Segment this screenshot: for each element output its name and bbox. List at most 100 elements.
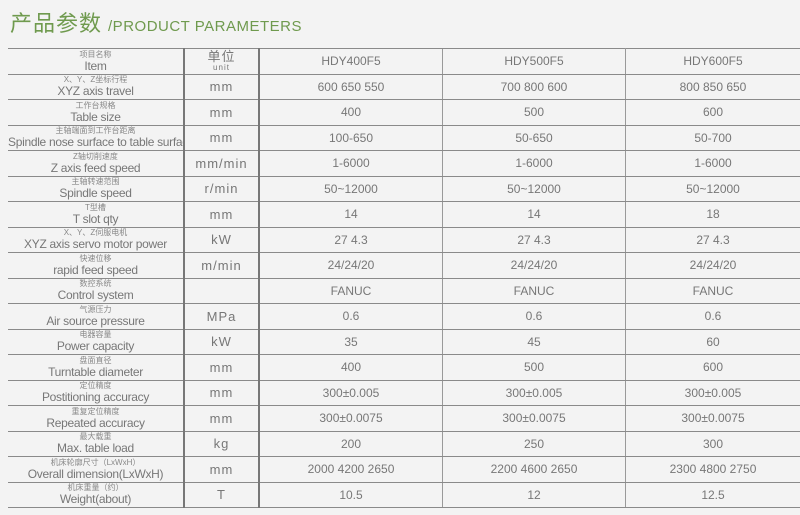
row-value: 300±0.005 bbox=[259, 379, 443, 406]
table-row: 最大载重 Max. table load kg 200 250 300 bbox=[8, 430, 800, 457]
row-value: FANUC bbox=[259, 277, 443, 304]
row-value: 2000 4200 2650 bbox=[259, 456, 443, 483]
row-value: 35 bbox=[259, 328, 443, 355]
row-value: 50-700 bbox=[625, 124, 800, 151]
header-unit: 单位 unit bbox=[183, 48, 260, 75]
row-value: 50~12000 bbox=[442, 175, 626, 202]
row-value: 700 800 600 bbox=[442, 73, 626, 100]
table-row: 机床重量（约） Weight(about) T 10.5 12 12.5 bbox=[8, 481, 800, 508]
table-row: T型槽 T slot qty mm 14 14 18 bbox=[8, 201, 800, 228]
row-item: 电器容量 Power capacity bbox=[8, 328, 184, 355]
row-unit bbox=[183, 277, 260, 304]
row-unit: mm bbox=[183, 405, 260, 432]
table-row: 重复定位精度 Repeated accuracy mm 300±0.0075 3… bbox=[8, 405, 800, 432]
row-item-cn: 定位精度 bbox=[79, 381, 112, 391]
title-en: /PRODUCT PARAMETERS bbox=[108, 18, 302, 35]
row-unit: mm bbox=[183, 354, 260, 381]
row-item-en: Turntable diameter bbox=[48, 364, 143, 379]
row-unit: mm bbox=[183, 456, 260, 483]
row-item: 定位精度 Postitioning accuracy bbox=[8, 379, 184, 406]
row-item: T型槽 T slot qty bbox=[8, 201, 184, 228]
header-model: HDY400F5 bbox=[259, 48, 443, 75]
row-item-cn: Z轴切削速度 bbox=[73, 151, 118, 161]
row-value: 12 bbox=[442, 481, 626, 508]
row-unit: kW bbox=[183, 226, 260, 253]
row-item: X、Y、Z坐标行程 XYZ axis travel bbox=[8, 73, 184, 100]
page-title: 产品参数/PRODUCT PARAMETERS bbox=[10, 6, 302, 38]
row-item-en: Overall dimension(LxWxH) bbox=[27, 466, 164, 481]
row-item-en: XYZ axis servo motor power bbox=[24, 237, 167, 252]
row-value: 300±0.0075 bbox=[625, 405, 800, 432]
row-value: 1-6000 bbox=[625, 150, 800, 177]
row-value: 2300 4800 2750 bbox=[625, 456, 800, 483]
row-value: FANUC bbox=[625, 277, 800, 304]
table-row: X、Y、Z伺服电机 XYZ axis servo motor power kW … bbox=[8, 226, 800, 253]
table-row: 数控系统 Control system FANUC FANUC FANUC bbox=[8, 277, 800, 304]
row-unit: T bbox=[183, 481, 260, 508]
row-item-cn: 电器容量 bbox=[79, 330, 112, 340]
header-item-cn: 项目名称 bbox=[79, 49, 112, 59]
row-value: 2200 4600 2650 bbox=[442, 456, 626, 483]
header-item-en: Item bbox=[84, 58, 107, 73]
row-value: 0.6 bbox=[442, 303, 626, 330]
row-value: 12.5 bbox=[625, 481, 800, 508]
row-value: 27 4.3 bbox=[259, 226, 443, 253]
row-unit: kg bbox=[183, 430, 260, 457]
table-row: 机床轮廓尺寸（LxWxH） Overall dimension(LxWxH) m… bbox=[8, 456, 800, 483]
row-item: X、Y、Z伺服电机 XYZ axis servo motor power bbox=[8, 226, 184, 253]
row-item: 数控系统 Control system bbox=[8, 277, 184, 304]
table-row: 气源压力 Air source pressure MPa 0.6 0.6 0.6 bbox=[8, 303, 800, 330]
row-unit: mm bbox=[183, 201, 260, 228]
row-value: 14 bbox=[259, 201, 443, 228]
row-item-en: Spindle speed bbox=[59, 186, 132, 201]
row-unit: mm bbox=[183, 379, 260, 406]
row-item-en: Repeated accuracy bbox=[46, 415, 145, 430]
row-value: 50~12000 bbox=[259, 175, 443, 202]
header-model: HDY500F5 bbox=[442, 48, 626, 75]
row-item-cn: X、Y、Z伺服电机 bbox=[63, 228, 128, 238]
row-value: 24/24/20 bbox=[259, 252, 443, 279]
row-item: 盘面直径 Turntable diameter bbox=[8, 354, 184, 381]
row-value: 24/24/20 bbox=[442, 252, 626, 279]
parameters-table: 项目名称 Item 单位 unit HDY400F5 HDY500F5 HDY6… bbox=[8, 48, 800, 508]
row-item-cn: 数控系统 bbox=[79, 279, 112, 289]
row-value: 24/24/20 bbox=[625, 252, 800, 279]
table-row: 主轴转速范围 Spindle speed r/min 50~12000 50~1… bbox=[8, 175, 800, 202]
row-item: 快速位移 rapid feed speed bbox=[8, 252, 184, 279]
header-unit-en: unit bbox=[213, 63, 230, 73]
row-item-cn: 重复定位精度 bbox=[71, 406, 120, 416]
row-value: FANUC bbox=[442, 277, 626, 304]
row-value: 0.6 bbox=[625, 303, 800, 330]
row-value: 1-6000 bbox=[259, 150, 443, 177]
row-value: 300±0.0075 bbox=[442, 405, 626, 432]
row-value: 400 bbox=[259, 354, 443, 381]
row-value: 1-6000 bbox=[442, 150, 626, 177]
row-item-en: Postitioning accuracy bbox=[41, 390, 150, 405]
row-unit: MPa bbox=[183, 303, 260, 330]
row-unit: r/min bbox=[183, 175, 260, 202]
row-item-en: Air source pressure bbox=[46, 313, 145, 328]
row-value: 800 850 650 bbox=[625, 73, 800, 100]
row-item: 主轴转速范围 Spindle speed bbox=[8, 175, 184, 202]
row-item-cn: 主轴转速范围 bbox=[71, 177, 120, 187]
row-item-en: Z axis feed speed bbox=[50, 160, 141, 175]
row-item-cn: X、Y、Z坐标行程 bbox=[63, 75, 128, 85]
row-item: 气源压力 Air source pressure bbox=[8, 303, 184, 330]
row-item-cn: 气源压力 bbox=[79, 304, 112, 314]
row-value: 100-650 bbox=[259, 124, 443, 151]
row-item-en: Max. table load bbox=[57, 441, 134, 456]
row-value: 300±0.005 bbox=[442, 379, 626, 406]
row-item-cn: T型槽 bbox=[85, 202, 106, 212]
row-value: 18 bbox=[625, 201, 800, 228]
table-row: 快速位移 rapid feed speed m/min 24/24/20 24/… bbox=[8, 252, 800, 279]
row-value: 600 bbox=[625, 99, 800, 126]
row-value: 27 4.3 bbox=[625, 226, 800, 253]
row-item-en: Control system bbox=[57, 288, 134, 303]
row-item: 机床重量（约） Weight(about) bbox=[8, 481, 184, 508]
row-item-cn: 工作台规格 bbox=[75, 100, 116, 110]
row-item-cn: 主轴端面到工作台距离 bbox=[55, 126, 136, 136]
row-item: 重复定位精度 Repeated accuracy bbox=[8, 405, 184, 432]
row-value: 60 bbox=[625, 328, 800, 355]
row-item-en: XYZ axis travel bbox=[57, 84, 134, 99]
row-value: 600 bbox=[625, 354, 800, 381]
